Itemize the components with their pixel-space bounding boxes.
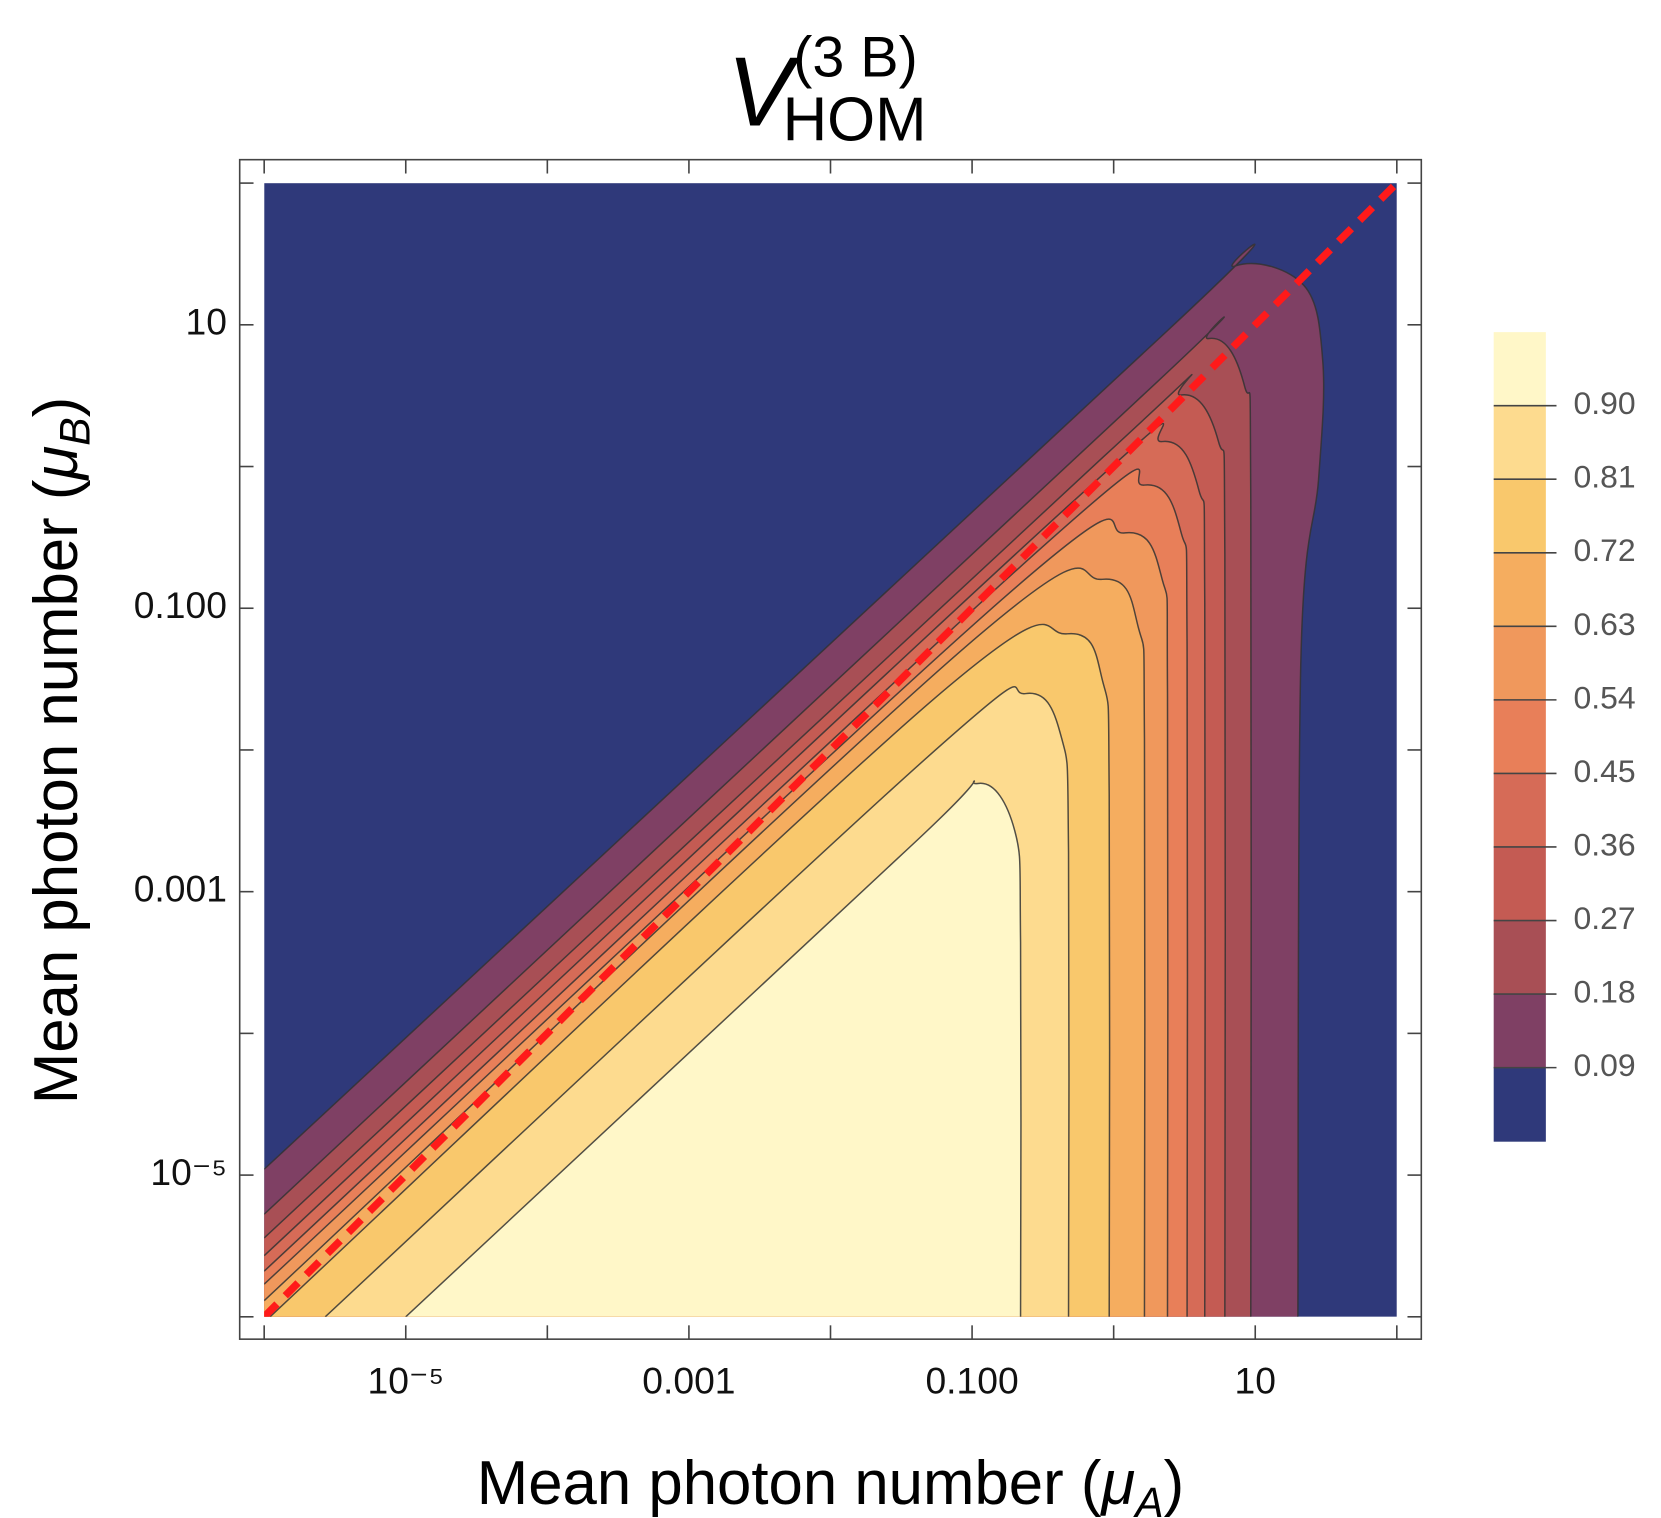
x-tick-label: 10⁻⁵ (367, 1360, 444, 1402)
colorbar-tick-label: 0.63 (1574, 606, 1636, 642)
contour-line (264, 373, 1227, 1317)
colorbar-band (1493, 994, 1546, 1069)
contour-line (405, 780, 1022, 1317)
title-main: V (727, 37, 800, 147)
y-tick-label: 0.001 (134, 868, 227, 910)
colorbar-tick-label: 0.45 (1574, 753, 1636, 789)
colorbar-tick-label: 0.36 (1574, 826, 1636, 862)
contour-line (264, 567, 1146, 1317)
colorbar-band (1493, 699, 1546, 774)
contour-line (264, 316, 1252, 1317)
y-label-end: ) (22, 397, 91, 418)
title-sub: HOM (783, 86, 927, 155)
colorbar: 0.09 0.18 0.27 0.36 0.45 0.54 0.63 0.72 0.81 0.90 (1493, 332, 1636, 1142)
x-axis-label: Mean photon number (μA) (477, 1449, 1184, 1518)
contour-band (264, 780, 1021, 1317)
colorbar-tick-label: 0.18 (1574, 974, 1636, 1010)
plot-area (264, 183, 1397, 1317)
contour-line (264, 243, 1325, 1317)
colorbar-band (1493, 1067, 1546, 1142)
colorbar-band (1493, 626, 1546, 701)
colorbar-tick-label: 0.54 (1574, 679, 1636, 715)
colorbar-band (1493, 332, 1546, 407)
x-label-symbol: μ (1099, 1449, 1135, 1518)
y-label-sub: B (52, 417, 100, 445)
title: V HOM (3 B) (727, 26, 926, 155)
colorbar-tick-label: 0.27 (1574, 900, 1636, 936)
axes: 10⁻⁵ 0.001 0.100 10 10⁻⁵ 0.001 0.100 10 (134, 158, 1423, 1402)
colorbar-tick-label: 0.09 (1574, 1047, 1636, 1083)
contour-line (324, 686, 1070, 1317)
colorbar-band (1493, 920, 1546, 995)
colorbar-band (1493, 405, 1546, 480)
colorbar-tick-label: 0.81 (1574, 459, 1636, 495)
contour-line (264, 518, 1169, 1317)
x-label-text: Mean photon number ( (477, 1449, 1102, 1518)
y-tick-label: 0.100 (134, 584, 227, 626)
y-label-symbol: μ (22, 446, 91, 482)
y-label-text: Mean photon number ( (22, 479, 91, 1104)
y-tick-label: 10 (185, 301, 226, 343)
colorbar-band (1493, 479, 1546, 554)
colorbar-tick-label: 0.72 (1574, 532, 1636, 568)
colorbar-tick-label: 0.90 (1574, 385, 1636, 421)
x-tick-label: 0.100 (925, 1360, 1018, 1402)
colorbar-band (1493, 773, 1546, 848)
colorbar-band (1493, 552, 1546, 627)
contour-line (269, 623, 1111, 1317)
x-label-end: ) (1164, 1449, 1185, 1518)
colorbar-band (1493, 846, 1546, 922)
x-tick-label: 10 (1235, 1360, 1276, 1402)
contour-line (264, 468, 1189, 1317)
x-label-sub: A (1132, 1479, 1163, 1518)
x-tick-label: 0.001 (642, 1360, 735, 1402)
contour-line (264, 422, 1206, 1317)
title-sup: (3 B) (793, 26, 918, 90)
y-tick-label: 10⁻⁵ (150, 1151, 227, 1193)
y-axis-label: Mean photon number (μB) (22, 397, 100, 1104)
